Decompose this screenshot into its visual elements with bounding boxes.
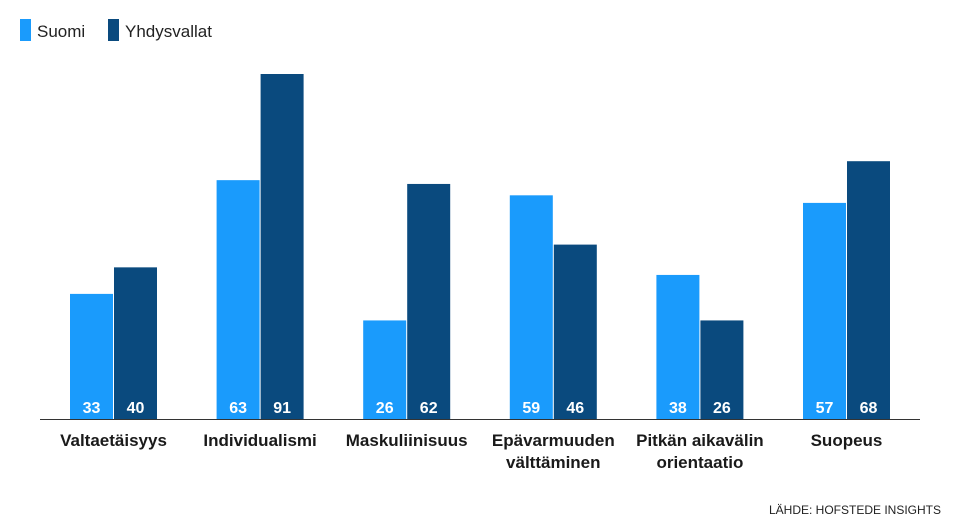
bar-yhdysvallat-valtaetaisyys — [114, 267, 157, 419]
category-label-individualismi: Individualismi — [203, 431, 316, 450]
bar-yhdysvallat-pitkan-aikavalin-orientaatio — [700, 320, 744, 419]
category-label-maskuliinisuus: Maskuliinisuus — [346, 431, 468, 450]
value-label-suomi-valtaetaisyys: 33 — [83, 400, 101, 417]
legend-swatch-suomi — [20, 19, 31, 41]
bar-suomi-valtaetaisyys — [70, 293, 113, 419]
value-label-yhdysvallat-epavarmuuden-valttaminen: 46 — [566, 400, 584, 417]
category-label-valtaetaisyys: Valtaetäisyys — [60, 431, 167, 450]
bar-suomi-maskuliinisuus — [363, 320, 407, 419]
legend-label-suomi: Suomi — [37, 22, 85, 41]
category-label-suopeus: Suopeus — [811, 431, 883, 450]
value-label-yhdysvallat-suopeus: 68 — [860, 400, 878, 417]
value-label-yhdysvallat-maskuliinisuus: 62 — [420, 400, 438, 417]
bars: 33 40 63 91 26 62 59 46 38 26 57 68 — [70, 74, 890, 419]
bar-yhdysvallat-epavarmuuden-valttaminen — [553, 244, 597, 419]
category-label-pitkan-aikavalin-orientaatio: Pitkän aikavälin orientaatio — [636, 431, 764, 472]
value-label-suomi-individualismi: 63 — [229, 400, 247, 417]
value-label-suomi-maskuliinisuus: 26 — [376, 400, 394, 417]
bar-suomi-individualismi — [216, 180, 260, 419]
bar-yhdysvallat-suopeus — [847, 161, 890, 419]
value-label-suomi-epavarmuuden-valttaminen: 59 — [522, 400, 540, 417]
bar-yhdysvallat-individualismi — [260, 74, 304, 419]
bar-suomi-pitkan-aikavalin-orientaatio — [656, 274, 700, 419]
category-labels: Valtaetäisyys Individualismi Maskuliinisuu… — [60, 431, 882, 472]
source-label: LÄHDE: HOFSTEDE INSIGHTS — [769, 503, 941, 517]
category-label-epavarmuuden-valttaminen: Epävarmuuden välttäminen — [492, 431, 615, 472]
bar-suomi-suopeus — [803, 202, 846, 419]
legend-label-yhdysvallat: Yhdysvallat — [125, 22, 212, 41]
value-label-suomi-pitkan-aikavalin-orientaatio: 38 — [669, 400, 687, 417]
legend: Suomi Yhdysvallat — [20, 19, 212, 41]
value-label-yhdysvallat-pitkan-aikavalin-orientaatio: 26 — [713, 400, 731, 417]
bar-suomi-epavarmuuden-valttaminen — [509, 195, 553, 419]
value-label-yhdysvallat-individualismi: 91 — [273, 400, 291, 417]
value-label-suomi-suopeus: 57 — [816, 400, 834, 417]
value-label-yhdysvallat-valtaetaisyys: 40 — [127, 400, 145, 417]
legend-swatch-yhdysvallat — [108, 19, 119, 41]
bar-yhdysvallat-maskuliinisuus — [407, 183, 451, 419]
